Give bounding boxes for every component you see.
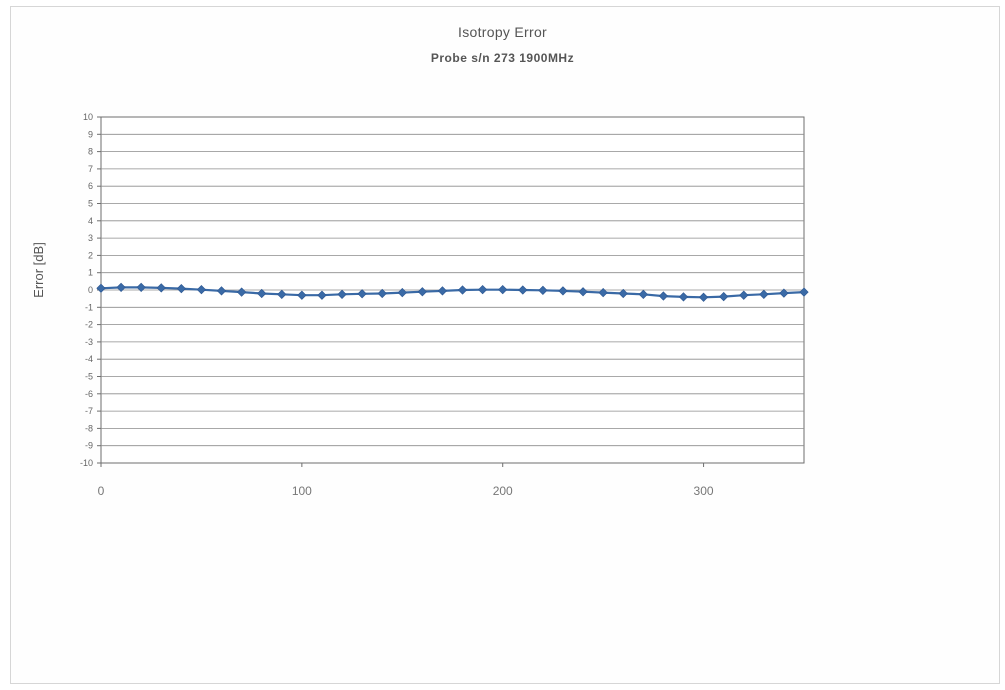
x-axis-ticks: 0 100 200 300 (98, 463, 714, 498)
y-tick-label: 0 (88, 285, 93, 295)
data-point (457, 285, 468, 295)
data-point (437, 286, 448, 296)
data-point (96, 283, 106, 293)
data-point (598, 287, 608, 298)
data-point (277, 289, 287, 299)
chart-subtitle: Probe s/n 273 1900MHz (430, 51, 575, 65)
data-point (719, 291, 729, 302)
data-point (478, 285, 488, 295)
data-point (518, 285, 528, 295)
y-tick-label: 3 (88, 233, 93, 243)
data-point (779, 288, 789, 298)
data-point (638, 289, 648, 299)
data-point (578, 287, 588, 297)
data-point (397, 287, 407, 298)
x-tick-label: 100 (292, 484, 312, 498)
y-tick-label: 2 (88, 250, 93, 260)
data-point (136, 282, 146, 293)
data-point (236, 287, 247, 297)
y-tick-label: 5 (88, 199, 93, 209)
y-tick-label: -5 (85, 372, 93, 382)
y-tick-label: 10 (83, 112, 93, 122)
data-point (618, 288, 628, 299)
data-point (216, 286, 227, 296)
y-tick-label: -3 (85, 337, 93, 347)
data-point (538, 285, 548, 295)
x-tick-label: 0 (98, 484, 105, 498)
data-point (739, 290, 749, 300)
data-point (377, 288, 387, 299)
data-point (337, 289, 347, 299)
y-tick-label: 1 (88, 268, 93, 278)
y-tick-label: 8 (88, 147, 93, 157)
y-tick-label: -4 (85, 354, 93, 364)
data-point (498, 285, 508, 295)
y-tick-label: 7 (88, 164, 93, 174)
data-point (759, 289, 769, 299)
y-tick-label: 4 (88, 216, 93, 226)
series-group (96, 282, 809, 302)
data-point (116, 282, 126, 293)
data-point (678, 292, 689, 302)
chart-title: Isotropy Error (458, 24, 547, 40)
y-tick-label: -9 (85, 441, 93, 451)
y-tick-label: 9 (88, 129, 93, 139)
data-point (257, 288, 267, 299)
y-tick-label: -1 (85, 302, 93, 312)
y-tick-label: -6 (85, 389, 93, 399)
data-point (658, 291, 669, 301)
y-tick-label: -10 (80, 458, 93, 468)
gridlines (101, 133, 804, 447)
y-tick-label: -2 (85, 320, 93, 330)
data-point (698, 292, 709, 302)
y-tick-label: 6 (88, 181, 93, 191)
data-point (156, 283, 166, 293)
x-tick-label: 300 (694, 484, 714, 498)
y-tick-label: -8 (85, 423, 93, 433)
data-point (799, 287, 809, 297)
data-point (176, 283, 186, 294)
data-point (297, 290, 307, 300)
data-point (417, 287, 427, 297)
data-point (558, 286, 568, 296)
data-point (196, 285, 207, 295)
data-point (357, 289, 367, 299)
x-tick-label: 200 (493, 484, 513, 498)
y-tick-label: -7 (85, 406, 93, 416)
data-point (317, 290, 327, 300)
